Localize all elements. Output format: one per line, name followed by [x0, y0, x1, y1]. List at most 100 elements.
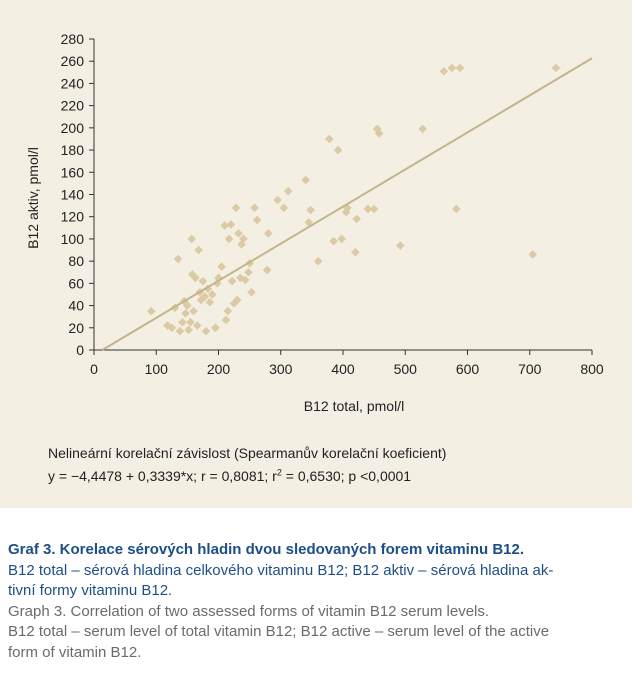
data-point — [224, 234, 234, 244]
data-point — [187, 234, 197, 244]
data-point — [351, 247, 360, 257]
y-tick-label: 120 — [61, 209, 85, 225]
statistics-block: Nelineární korelační závislost (Spearman… — [48, 442, 618, 488]
data-point — [227, 276, 237, 286]
data-point — [363, 204, 373, 214]
x-tick-label: 400 — [331, 361, 355, 377]
y-tick-label: 40 — [68, 298, 84, 314]
x-tick-label: 700 — [518, 361, 542, 377]
y-tick-label: 240 — [61, 75, 85, 91]
data-point — [273, 195, 282, 205]
data-point — [203, 284, 213, 294]
data-point — [183, 301, 192, 310]
data-point — [231, 203, 241, 213]
regression-line — [101, 57, 593, 351]
y-tick-label: 80 — [68, 253, 84, 269]
caption-en-line-2: B12 total – serum level of total vitamin… — [8, 623, 550, 640]
x-tick-label: 800 — [580, 361, 604, 377]
stats-equation: y = −4,4478 + 0,3339*x; r = 0,8081; r2 =… — [48, 465, 618, 488]
y-tick-label: 180 — [61, 142, 85, 158]
data-point — [181, 309, 190, 318]
caption-title: Graf 3. Korelace sérových hladin dvou sl… — [8, 541, 525, 558]
data-point — [301, 175, 310, 185]
y-tick-label: 20 — [68, 320, 84, 336]
y-tick-label: 140 — [61, 187, 85, 203]
data-point — [264, 229, 273, 238]
data-point — [220, 221, 230, 230]
data-point — [372, 124, 382, 134]
data-point — [439, 66, 449, 76]
data-point — [306, 205, 315, 215]
data-point — [352, 214, 361, 224]
y-tick-label: 160 — [61, 164, 85, 180]
data-point — [184, 325, 193, 335]
data-point — [252, 215, 262, 225]
y-tick-label: 260 — [61, 53, 85, 69]
data-point — [551, 63, 561, 73]
data-point — [395, 241, 405, 250]
stats-r-squared-sup: 2 — [276, 467, 282, 478]
y-axis-title: B12 aktiv, pmol/l — [25, 147, 41, 249]
x-tick-label: 100 — [145, 361, 169, 377]
stats-equation-part2: = 0,6530; p <0,0001 — [281, 468, 412, 484]
data-point — [247, 287, 256, 297]
data-point — [304, 217, 314, 227]
figure-caption: Graf 3. Korelace sérových hladin dvou sl… — [8, 540, 624, 663]
data-point — [341, 207, 351, 217]
caption-en-line-1: Graph 3. Correlation of two assessed for… — [8, 602, 490, 620]
data-point — [205, 297, 215, 307]
stats-method: Nelineární korelační závislost (Spearman… — [48, 445, 447, 461]
data-point — [283, 186, 293, 196]
data-point — [329, 236, 338, 246]
data-point — [447, 63, 457, 73]
data-point — [211, 323, 220, 333]
data-point — [333, 145, 343, 155]
stats-equation-part1: y = −4,4478 + 0,3339*x; r = 0,8081; r — [48, 468, 277, 484]
data-point — [226, 220, 236, 229]
data-point — [279, 203, 289, 213]
data-point — [163, 321, 172, 330]
data-point — [200, 292, 210, 301]
data-point — [223, 306, 233, 316]
data-point — [194, 245, 203, 255]
data-point — [188, 270, 197, 279]
x-tick-label: 300 — [269, 361, 293, 377]
y-tick-label: 280 — [61, 31, 85, 47]
data-point — [146, 306, 156, 316]
x-ticks: 0 100 200 300 400 500 600 700 800 — [90, 350, 604, 377]
x-tick-label: 0 — [90, 361, 98, 377]
data-point — [240, 275, 250, 285]
data-point — [239, 234, 248, 244]
data-point — [175, 326, 185, 336]
y-tick-label: 60 — [68, 275, 84, 291]
data-point — [214, 273, 223, 283]
data-point — [201, 326, 211, 336]
data-point — [234, 229, 243, 238]
data-point — [212, 279, 222, 288]
data-point — [191, 273, 200, 283]
data-point — [193, 321, 202, 330]
caption-cz-line-2: tivní formy vitaminu B12. — [8, 582, 173, 599]
data-point — [221, 315, 231, 325]
data-point — [418, 124, 427, 134]
data-point — [325, 134, 334, 144]
data-point — [217, 262, 226, 271]
data-point — [178, 317, 187, 327]
data-point — [244, 267, 253, 277]
x-tick-label: 600 — [456, 361, 480, 377]
data-point — [207, 290, 217, 299]
data-point — [262, 265, 272, 275]
x-axis-title: B12 total, pmol/l — [304, 398, 404, 414]
data-point — [369, 204, 379, 214]
data-point — [528, 250, 538, 259]
data-point — [337, 234, 347, 244]
y-tick-label: 0 — [76, 342, 84, 358]
y-tick-label: 220 — [61, 98, 85, 114]
data-point — [173, 254, 183, 264]
scatter-chart: 0 100 200 300 400 500 600 700 800 0 20 40 60 80 100 12… — [25, 31, 604, 414]
data-point — [313, 256, 323, 266]
data-point — [198, 276, 208, 286]
y-tick-label: 200 — [61, 120, 85, 136]
data-point — [451, 204, 461, 214]
x-tick-label: 500 — [394, 361, 418, 377]
